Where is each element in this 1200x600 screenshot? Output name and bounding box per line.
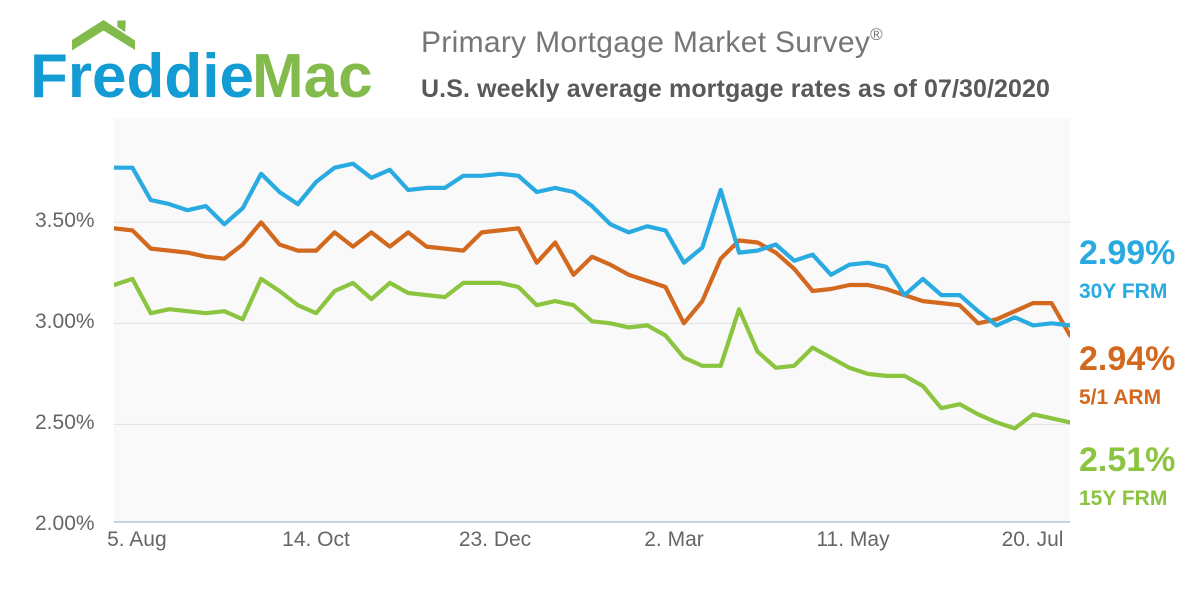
svg-text:Mac: Mac [252, 42, 373, 100]
svg-text:Freddie: Freddie [30, 42, 254, 100]
